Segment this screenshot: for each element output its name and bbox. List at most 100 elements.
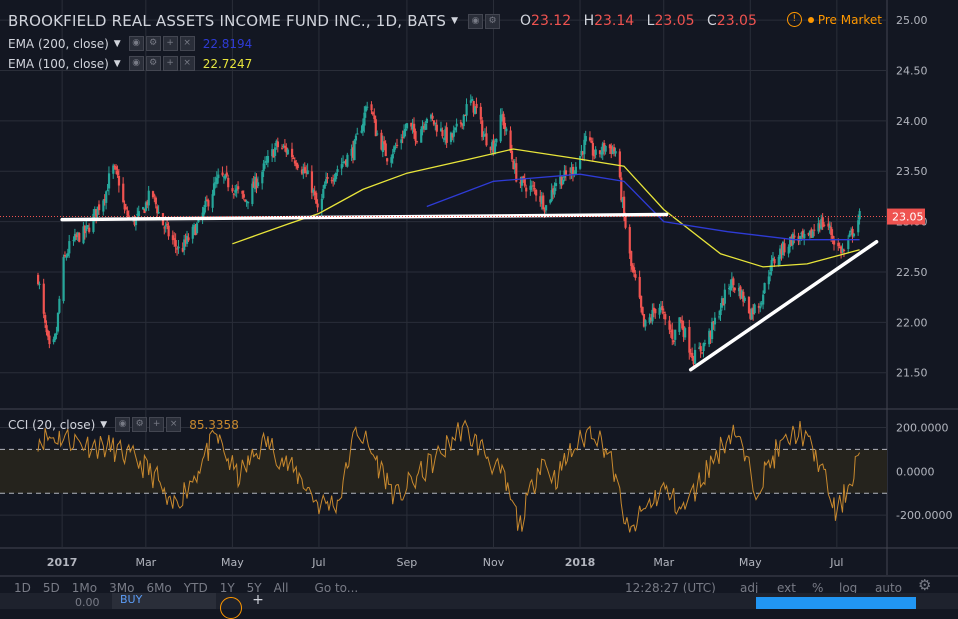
eye-icon[interactable]: ◉ — [115, 417, 131, 432]
candle-body — [410, 122, 413, 127]
gear-icon[interactable]: ⚙ — [132, 417, 148, 432]
price-tick-label: 25.00 — [896, 14, 928, 27]
timeframe-ytd[interactable]: YTD — [183, 581, 208, 595]
chevron-down-icon[interactable]: ▼ — [113, 38, 121, 49]
ema100-value: 22.7247 — [202, 56, 253, 71]
chevron-down-icon[interactable]: ▼ — [113, 58, 121, 69]
price-tick-label: 23.50 — [896, 165, 928, 178]
eye-icon[interactable]: ◉ — [128, 36, 144, 51]
candle-body — [400, 139, 403, 143]
add-icon[interactable]: + — [162, 36, 178, 51]
symbol-title[interactable]: BROOKFIELD REAL ASSETS INCOME FUND INC.,… — [8, 12, 447, 30]
candle-body — [762, 294, 765, 305]
candle-body — [540, 196, 543, 204]
candle-body — [790, 236, 793, 246]
candle-body — [144, 202, 148, 211]
candle-body — [166, 223, 169, 226]
candle-body — [654, 308, 657, 314]
order-panel-tab[interactable] — [756, 597, 916, 609]
candle-body — [648, 317, 651, 323]
candle-body — [837, 242, 840, 247]
timeframe-1mo[interactable]: 1Mo — [71, 581, 98, 595]
candle-body — [316, 203, 319, 208]
price-tick-label: 22.00 — [896, 316, 928, 329]
candle-body — [701, 352, 704, 354]
candle-body — [549, 199, 552, 203]
candle-body — [325, 179, 328, 184]
gear-icon[interactable]: ⚙ — [145, 56, 161, 71]
candle-body — [713, 317, 717, 325]
candle-body — [441, 130, 444, 137]
candle-body — [848, 233, 851, 237]
candle-body — [611, 149, 614, 155]
candle-body — [452, 130, 455, 137]
gear-icon[interactable]: ⚙ — [485, 13, 500, 29]
candle-body — [142, 207, 145, 210]
add-icon[interactable]: + — [252, 592, 264, 608]
ext-toggle[interactable]: ext — [777, 581, 796, 595]
timeframe-1y[interactable]: 1Y — [219, 581, 235, 595]
candle-body — [770, 259, 773, 272]
chevron-down-icon[interactable]: ▼ — [100, 419, 108, 430]
last-price-marker — [887, 208, 925, 225]
eye-icon[interactable]: ◉ — [128, 56, 144, 71]
timeframe-all[interactable]: All — [273, 581, 289, 595]
gear-icon[interactable]: ⚙ — [918, 576, 932, 594]
ohlc-readout: O23.12 H23.14 L23.05 C23.05 — [512, 13, 757, 29]
chevron-down-icon[interactable]: ▼ — [451, 16, 458, 26]
candle-body — [481, 120, 484, 138]
order-status-icon[interactable] — [220, 597, 242, 619]
candle-body — [850, 230, 853, 233]
log-toggle[interactable]: log — [839, 581, 858, 595]
ema100-legend[interactable]: EMA (100, close) ▼ ◉ ⚙ + × 22.7247 — [8, 56, 252, 71]
ema100-controls: ◉ ⚙ + × — [128, 56, 195, 71]
candle-body — [173, 238, 176, 240]
timeframe-6mo[interactable]: 6Mo — [146, 581, 172, 595]
close-icon[interactable]: × — [179, 56, 195, 71]
candle-body — [469, 100, 472, 103]
time-tick-label: Mar — [653, 556, 674, 569]
adj-toggle[interactable]: adj — [740, 581, 759, 595]
auto-toggle[interactable]: auto — [875, 581, 903, 595]
candle-body — [435, 124, 438, 132]
timeframe-5d[interactable]: 5D — [42, 581, 60, 595]
close-icon[interactable]: × — [166, 417, 182, 432]
close-icon[interactable]: × — [179, 36, 195, 51]
percent-toggle[interactable]: % — [812, 581, 824, 595]
candle-body — [852, 233, 856, 237]
candle-body — [590, 140, 593, 143]
candle-body — [371, 112, 375, 115]
candle-body — [570, 167, 573, 173]
candle-body — [709, 332, 712, 338]
candle-body — [600, 152, 603, 155]
premarket-status[interactable]: ! Pre Market — [786, 12, 882, 27]
candle-body — [86, 225, 89, 228]
timeframe-5y[interactable]: 5Y — [246, 581, 262, 595]
candle-body — [376, 133, 379, 135]
candle-body — [386, 158, 389, 162]
timeframe-1d[interactable]: 1D — [14, 581, 31, 595]
candle-body — [681, 320, 684, 329]
ema200-legend[interactable]: EMA (200, close) ▼ ◉ ⚙ + × 22.8194 — [8, 36, 252, 51]
buy-button[interactable]: BUY — [112, 593, 216, 609]
timeframe-3mo[interactable]: 3Mo — [109, 581, 135, 595]
candle-body — [264, 161, 267, 163]
candle-body — [664, 314, 667, 320]
candle-body — [474, 106, 477, 115]
eye-icon[interactable]: ◉ — [468, 13, 483, 29]
add-icon[interactable]: + — [149, 417, 165, 432]
candle-body — [702, 343, 705, 352]
add-icon[interactable]: + — [162, 56, 178, 71]
goto-button[interactable]: Go to... — [314, 581, 359, 595]
candle-body — [581, 151, 585, 155]
candle-body — [75, 234, 78, 238]
cci-band-fill — [0, 449, 887, 494]
cci-legend[interactable]: CCI (20, close) ▼ ◉ ⚙ + × 85.3358 — [8, 417, 239, 432]
close-value: 23.05 — [716, 13, 757, 29]
candle-body — [479, 106, 482, 120]
gear-icon[interactable]: ⚙ — [145, 36, 161, 51]
candle-body — [346, 154, 349, 167]
candle-body — [92, 213, 95, 232]
candle-body — [244, 199, 247, 202]
